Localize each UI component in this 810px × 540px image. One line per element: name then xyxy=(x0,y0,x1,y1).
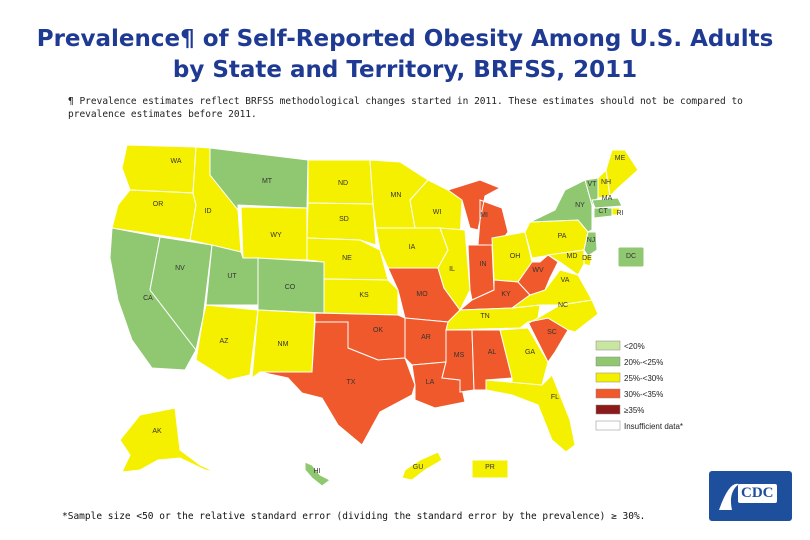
state-label-ga: GA xyxy=(525,349,535,356)
state-tx xyxy=(259,321,416,446)
state-label-oh: OH xyxy=(510,253,521,260)
state-label-ks: KS xyxy=(359,292,369,299)
state-md xyxy=(546,249,585,276)
state-nv xyxy=(149,236,213,352)
state-label-pa: PA xyxy=(558,233,567,240)
state-label-ar: AR xyxy=(421,334,431,341)
state-label-wy: WY xyxy=(270,232,282,239)
state-label-sc: SC xyxy=(547,329,557,336)
note-line-2: prevalence estimates before 2011. xyxy=(68,109,257,120)
state-label-ca: CA xyxy=(143,295,153,302)
state-label-nv: NV xyxy=(175,265,185,272)
legend-label-4: ≥35% xyxy=(624,406,644,415)
state-fl xyxy=(485,374,576,453)
state-label-az: AZ xyxy=(220,338,230,345)
state-label-vt: VT xyxy=(588,181,598,188)
state-label-ct: CT xyxy=(598,208,608,215)
legend-swatch-2 xyxy=(595,372,621,383)
title-line-1: Prevalence¶ of Self-Reported Obesity Amo… xyxy=(36,26,774,52)
state-label-md: MD xyxy=(567,253,578,260)
state-ar xyxy=(404,317,449,366)
state-label-nj: NJ xyxy=(587,237,596,244)
state-label-wa: WA xyxy=(170,158,181,165)
legend-label-2: 25%-<30% xyxy=(624,374,663,383)
state-wv xyxy=(517,254,559,296)
state-label-wv: WV xyxy=(532,267,544,274)
legend-swatch-1 xyxy=(595,356,621,367)
state-label-or: OR xyxy=(153,201,164,208)
legend-swatch-4 xyxy=(595,404,621,415)
state-ct xyxy=(593,207,613,219)
state-sd xyxy=(306,202,377,246)
state-label-tn: TN xyxy=(480,313,489,320)
cdc-logo-text: CDC xyxy=(738,484,777,503)
state-label-me: ME xyxy=(615,155,626,162)
state-ks xyxy=(323,278,399,316)
state-label-ny: NY xyxy=(575,202,585,209)
state-label-ok: OK xyxy=(373,327,383,334)
state-me xyxy=(605,149,639,198)
state-label-il: IL xyxy=(449,266,455,273)
legend-swatch-5 xyxy=(595,420,621,431)
state-label-mn: MN xyxy=(391,192,402,199)
methodology-note: ¶ Prevalence estimates reflect BRFSS met… xyxy=(68,95,768,121)
hhs-eagle-icon xyxy=(719,483,739,510)
state-labels: WA OR CA NV ID MT WY UT CO AZ NM ND SD NE KS OK TX MN IA MO… xyxy=(143,155,636,475)
state-label-al: AL xyxy=(488,349,497,356)
state-label-nh: NH xyxy=(601,179,611,186)
state-label-la: LA xyxy=(426,379,435,386)
state-label-wi: WI xyxy=(433,209,442,216)
state-label-tx: TX xyxy=(347,379,356,386)
state-label-va: VA xyxy=(561,277,570,284)
state-label-fl: FL xyxy=(551,394,559,401)
state-wa xyxy=(121,144,197,194)
state-dc xyxy=(617,246,645,268)
state-pr xyxy=(471,459,509,479)
map-title: Prevalence¶ of Self-Reported Obesity Amo… xyxy=(0,24,810,86)
state-label-mo: MO xyxy=(416,291,428,298)
state-label-mt: MT xyxy=(262,178,273,185)
state-label-ak: AK xyxy=(152,428,162,435)
state-label-de: DE xyxy=(582,255,592,262)
state-label-hi: HI xyxy=(314,468,321,475)
state-label-co: CO xyxy=(285,284,296,291)
state-ak xyxy=(119,407,216,473)
state-label-id: ID xyxy=(205,208,212,215)
legend-label-1: 20%-<25% xyxy=(624,358,663,367)
state-label-in: IN xyxy=(480,261,487,268)
footnote: *Sample size <50 or the relative standar… xyxy=(62,511,646,522)
state-label-gu: GU xyxy=(413,464,424,471)
state-label-ut: UT xyxy=(227,273,237,280)
state-label-pr: PR xyxy=(485,464,495,471)
state-label-ms: MS xyxy=(454,352,465,359)
state-label-mi: MI xyxy=(480,212,488,219)
state-ma xyxy=(591,197,623,209)
title-line-2: by State and Territory, BRFSS, 2011 xyxy=(172,57,638,83)
legend-swatch-0 xyxy=(595,340,621,351)
state-label-ma: MA xyxy=(602,195,613,202)
state-nc xyxy=(519,299,599,333)
legend: <20% 20%-<25% 25%-<30% 30%-<35% ≥35% Ins… xyxy=(595,340,683,431)
state-label-sd: SD xyxy=(339,216,349,223)
state-wi xyxy=(409,179,463,241)
state-label-nm: NM xyxy=(278,341,289,348)
state-label-ne: NE xyxy=(342,255,352,262)
state-gu xyxy=(401,451,443,481)
state-label-nc: NC xyxy=(558,302,568,309)
state-label-dc: DC xyxy=(626,253,636,260)
legend-label-5: Insufficient data* xyxy=(624,422,683,431)
note-line-1: ¶ Prevalence estimates reflect BRFSS met… xyxy=(68,96,743,107)
state-label-nd: ND xyxy=(338,180,348,187)
state-label-ky: KY xyxy=(501,291,511,298)
state-label-ri: RI xyxy=(617,210,624,217)
state-nj xyxy=(583,231,598,257)
state-label-ia: IA xyxy=(409,244,416,251)
state-hi xyxy=(304,461,331,487)
legend-label-0: <20% xyxy=(624,342,645,351)
legend-swatch-3 xyxy=(595,388,621,399)
legend-label-3: 30%-<35% xyxy=(624,390,663,399)
